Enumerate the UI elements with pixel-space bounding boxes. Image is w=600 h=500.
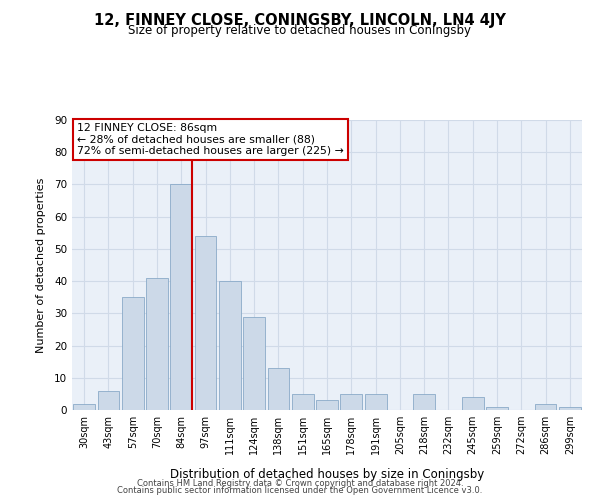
Bar: [486, 407, 508, 410]
Bar: [194, 236, 217, 410]
Bar: [243, 316, 265, 410]
Bar: [170, 184, 192, 410]
Text: Contains public sector information licensed under the Open Government Licence v3: Contains public sector information licen…: [118, 486, 482, 495]
Bar: [97, 390, 119, 410]
Y-axis label: Number of detached properties: Number of detached properties: [35, 178, 46, 352]
Bar: [122, 297, 143, 410]
Bar: [146, 278, 168, 410]
Bar: [535, 404, 556, 410]
Text: Contains HM Land Registry data © Crown copyright and database right 2024.: Contains HM Land Registry data © Crown c…: [137, 478, 463, 488]
Bar: [413, 394, 435, 410]
Bar: [268, 368, 289, 410]
Bar: [219, 281, 241, 410]
Bar: [292, 394, 314, 410]
Text: 12, FINNEY CLOSE, CONINGSBY, LINCOLN, LN4 4JY: 12, FINNEY CLOSE, CONINGSBY, LINCOLN, LN…: [94, 12, 506, 28]
Bar: [340, 394, 362, 410]
Bar: [316, 400, 338, 410]
X-axis label: Distribution of detached houses by size in Coningsby: Distribution of detached houses by size …: [170, 468, 484, 481]
Bar: [462, 397, 484, 410]
Bar: [73, 404, 95, 410]
Text: 12 FINNEY CLOSE: 86sqm
← 28% of detached houses are smaller (88)
72% of semi-det: 12 FINNEY CLOSE: 86sqm ← 28% of detached…: [77, 123, 344, 156]
Bar: [559, 407, 581, 410]
Text: Size of property relative to detached houses in Coningsby: Size of property relative to detached ho…: [128, 24, 472, 37]
Bar: [365, 394, 386, 410]
